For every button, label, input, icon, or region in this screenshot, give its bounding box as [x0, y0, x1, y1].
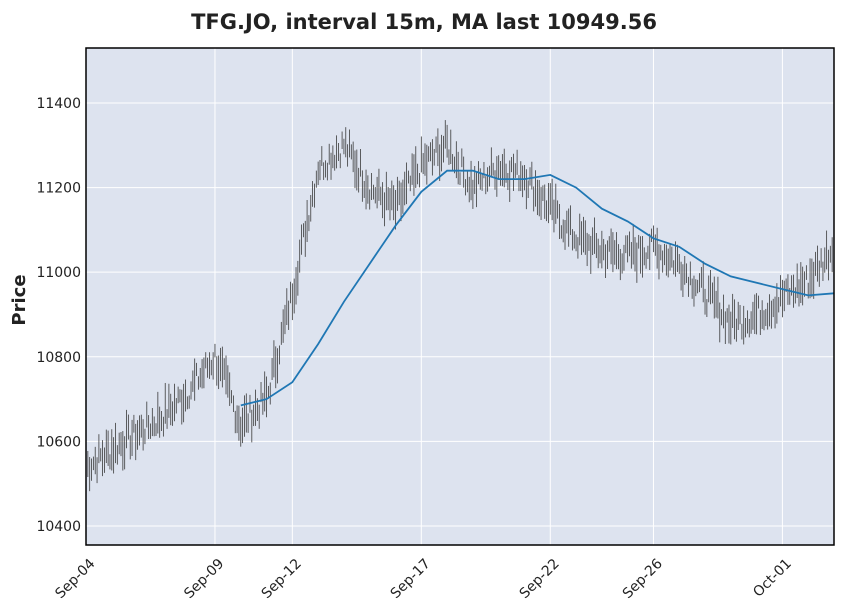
y-axis: 10400 10600 10800 11000 11200 11400	[36, 96, 81, 535]
moving-average-line	[240, 169, 835, 407]
y-tick-label: 11000	[36, 265, 81, 281]
y-tick-label: 10400	[36, 519, 81, 535]
chart-title: TFG.JO, interval 15m, MA last 10949.56	[191, 10, 657, 34]
y-tick-label: 10600	[36, 434, 81, 450]
y-tick-label: 11200	[36, 181, 81, 197]
plot-frame	[85, 47, 835, 546]
plot-area	[85, 47, 835, 546]
y-tick-label: 10800	[36, 350, 81, 366]
y-axis-label: Price	[9, 274, 30, 325]
y-tick-label: 11400	[36, 96, 81, 112]
plot-background	[86, 48, 834, 545]
